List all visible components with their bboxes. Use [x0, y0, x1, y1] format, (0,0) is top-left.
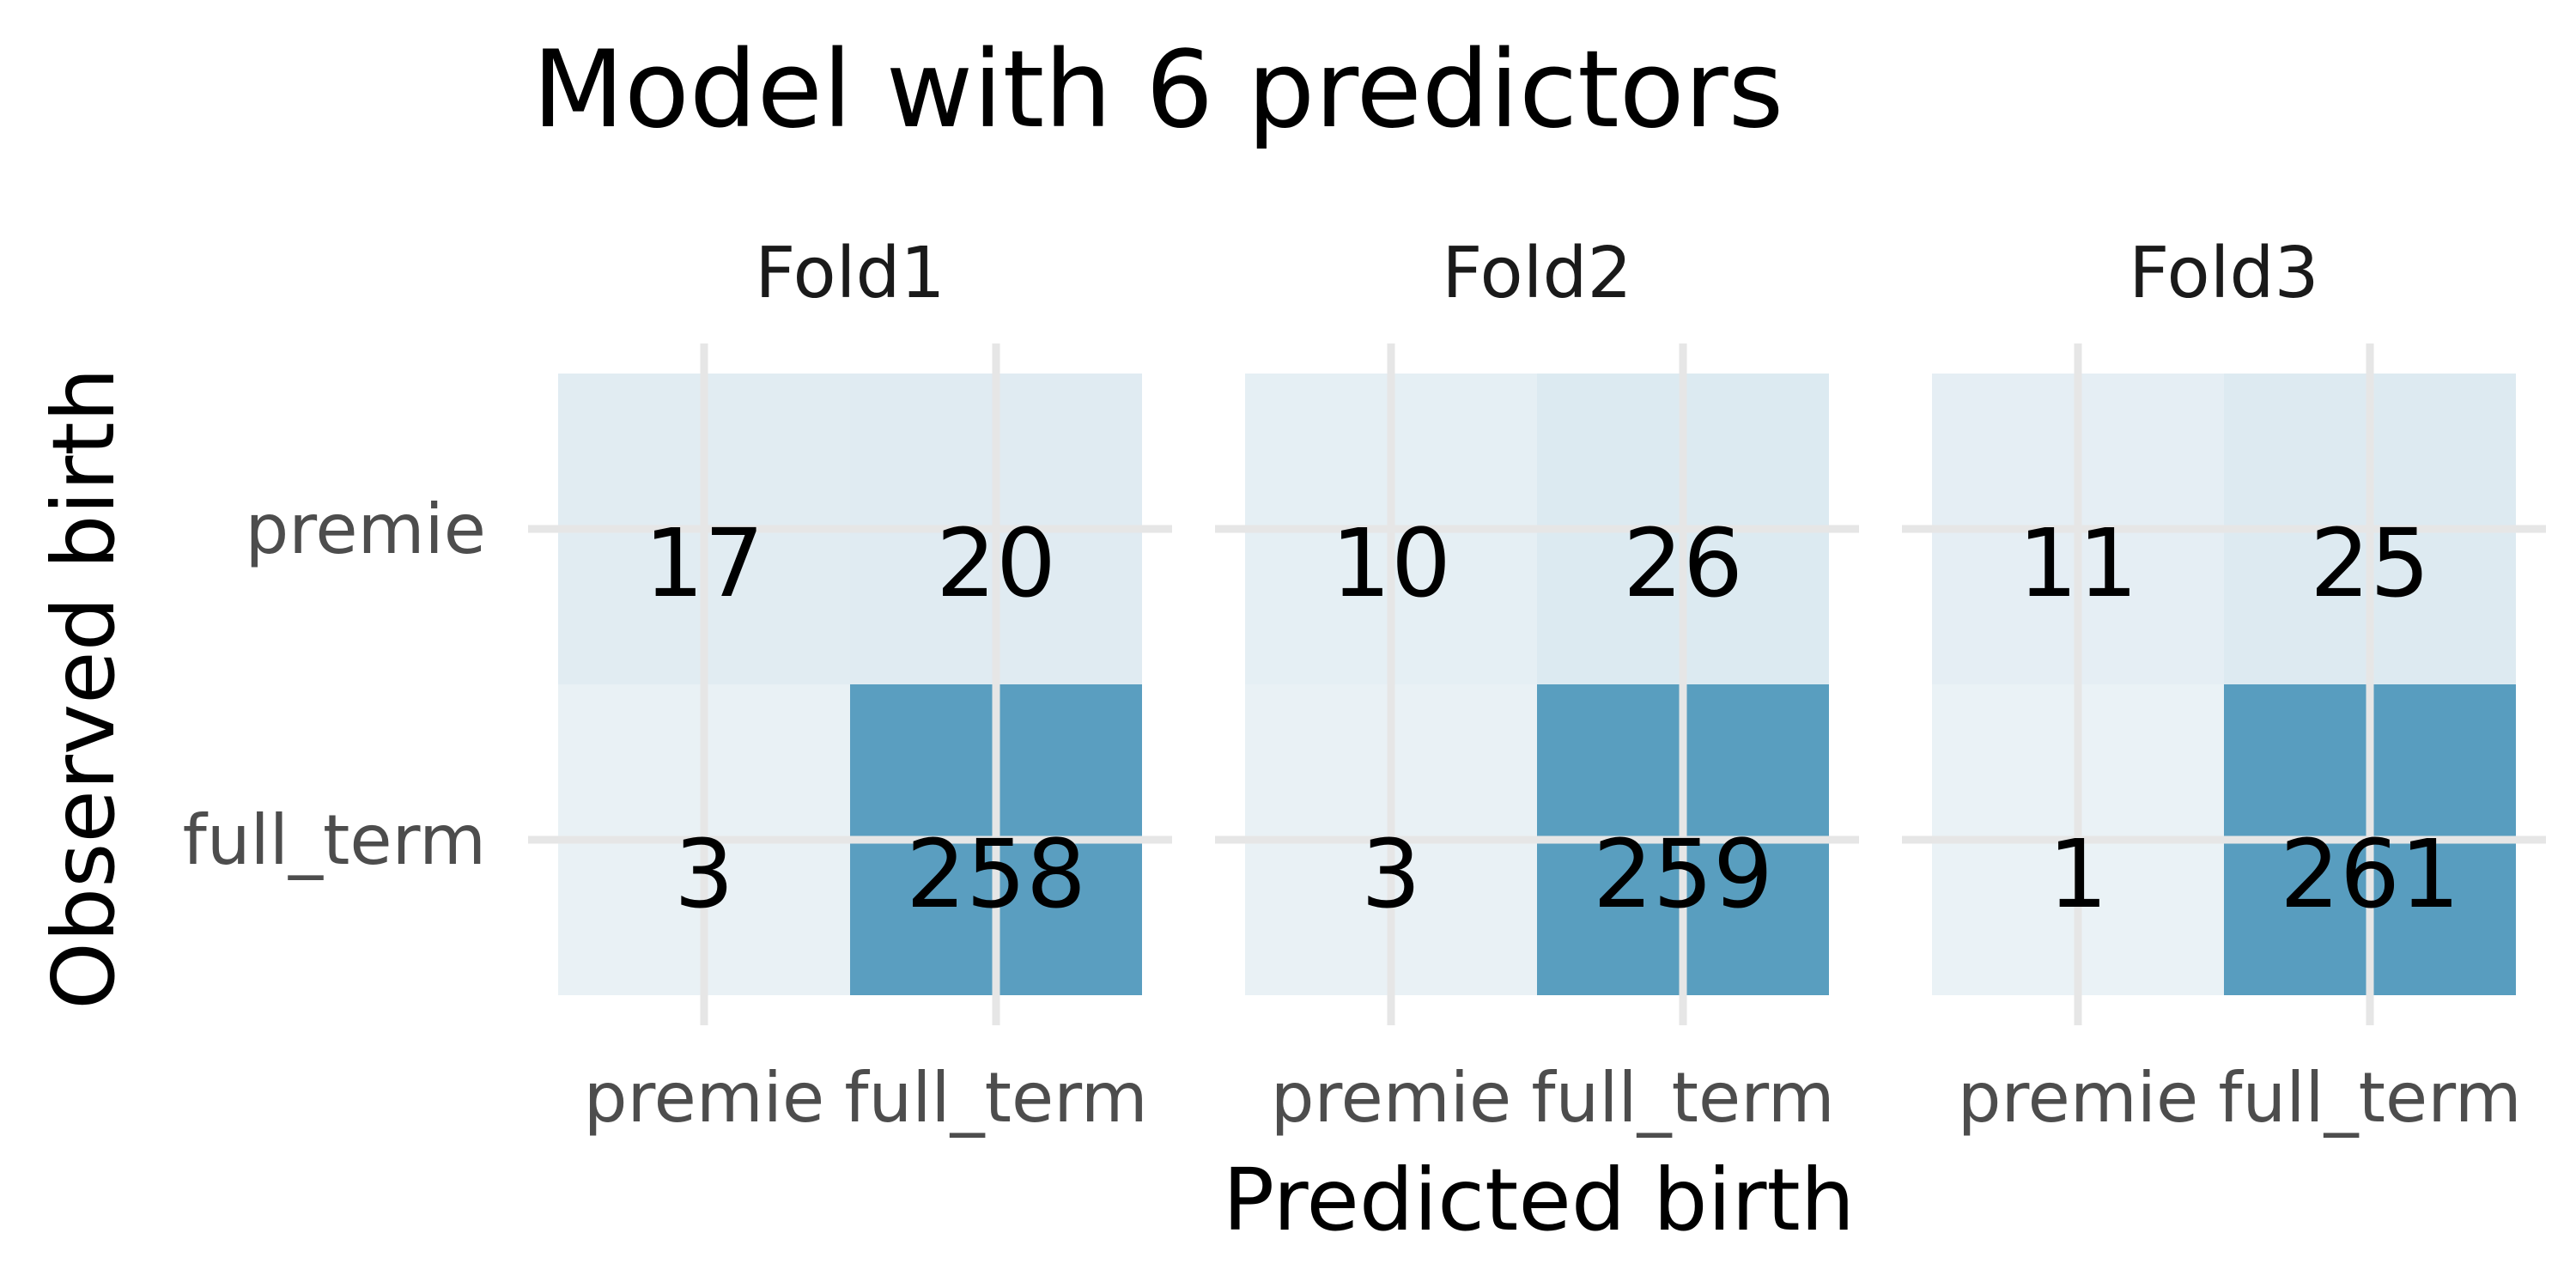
- x-tick-label: full_term: [1531, 1058, 1834, 1138]
- cell-value-label: 10: [1331, 508, 1451, 618]
- x-tick-label: premie: [584, 1058, 825, 1138]
- cell-value-label: 261: [2280, 819, 2460, 929]
- facet-strip-label: Fold2: [1442, 233, 1631, 314]
- y-tick-label: full_term: [183, 800, 486, 880]
- x-tick-label: premie: [1271, 1058, 1512, 1138]
- cell-value-label: 25: [2310, 508, 2430, 618]
- cell-value-label: 3: [674, 819, 734, 929]
- cell-value-label: 11: [2018, 508, 2138, 618]
- facet-strip-label: Fold3: [2129, 233, 2318, 314]
- x-tick-label: full_term: [2218, 1058, 2521, 1138]
- x-axis-title: Predicted birth: [1223, 1150, 1855, 1250]
- cell-value-label: 17: [644, 508, 764, 618]
- facet-strip-label: Fold1: [755, 233, 945, 314]
- cell-value-label: 1: [2048, 819, 2108, 929]
- cell-value-label: 259: [1593, 819, 1773, 929]
- cell-value-label: 26: [1623, 508, 1743, 618]
- cell-value-label: 258: [906, 819, 1086, 929]
- x-tick-label: full_term: [844, 1058, 1147, 1138]
- cell-value-label: 3: [1361, 819, 1421, 929]
- cell-value-label: 20: [936, 508, 1056, 618]
- y-tick-label: premie: [245, 489, 486, 569]
- panel-fold3: 11 25 1 261 Fold3 premie full_term: [1902, 233, 2546, 1138]
- panel-fold1: 17 20 3 258 Fold1 premie full_term: [528, 233, 1172, 1138]
- chart-title: Model with 6 predictors: [532, 28, 1783, 152]
- y-axis-title: Observed birth: [33, 368, 134, 1010]
- y-axis-ticks: premie full_term: [183, 489, 486, 880]
- panel-fold2: 10 26 3 259 Fold2 premie full_term: [1215, 233, 1859, 1138]
- x-tick-label: premie: [1958, 1058, 2199, 1138]
